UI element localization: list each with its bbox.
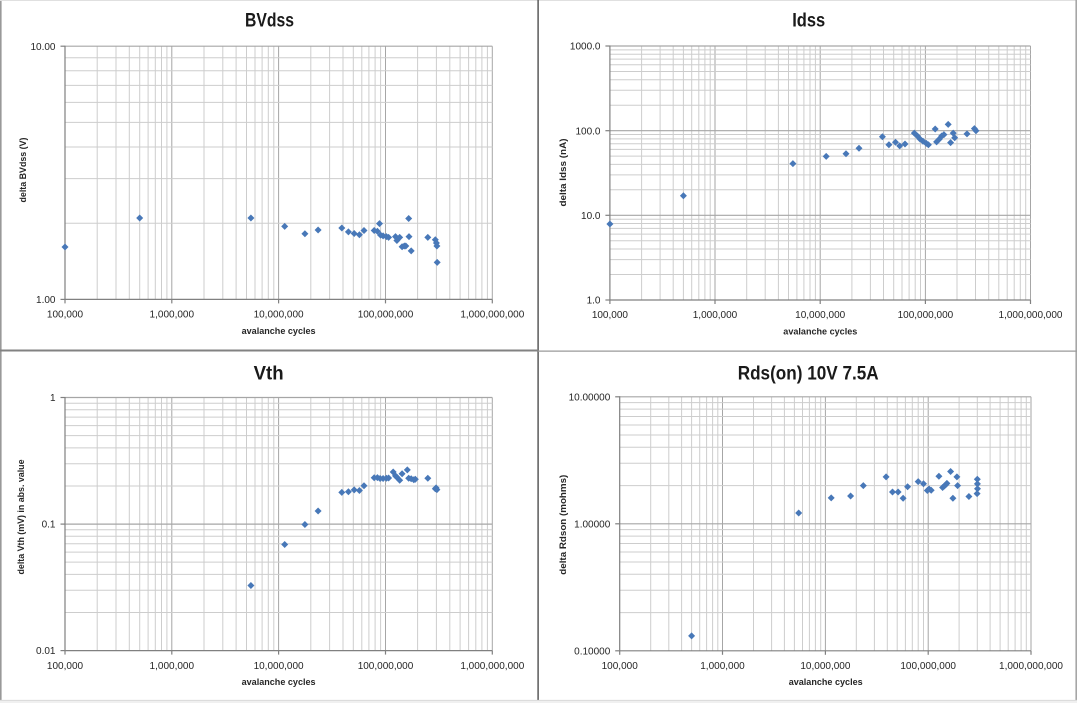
svg-text:100,000: 100,000 [47, 310, 84, 321]
svg-text:avalanche cycles: avalanche cycles [242, 326, 316, 337]
svg-text:1: 1 [50, 393, 56, 404]
svg-text:delta Rdson (mohms): delta Rdson (mohms) [558, 475, 569, 575]
svg-text:1,000,000: 1,000,000 [693, 310, 738, 321]
svg-text:avalanche cycles: avalanche cycles [789, 677, 863, 688]
svg-text:Idss: Idss [792, 11, 825, 32]
svg-text:0.10000: 0.10000 [574, 646, 611, 657]
svg-text:Vth: Vth [254, 364, 284, 385]
svg-text:avalanche cycles: avalanche cycles [783, 327, 857, 338]
svg-text:1,000,000: 1,000,000 [150, 661, 195, 672]
svg-text:100,000,000: 100,000,000 [358, 310, 414, 321]
svg-text:100,000,000: 100,000,000 [900, 661, 956, 672]
svg-text:10.00000: 10.00000 [569, 392, 611, 403]
svg-text:1,000,000,000: 1,000,000,000 [460, 661, 524, 672]
svg-text:100,000,000: 100,000,000 [898, 310, 954, 321]
svg-text:1,000,000: 1,000,000 [700, 661, 745, 672]
svg-text:1,000,000,000: 1,000,000,000 [999, 310, 1063, 321]
svg-text:1,000,000: 1,000,000 [150, 310, 195, 321]
svg-text:1,000,000,000: 1,000,000,000 [999, 661, 1063, 672]
svg-text:avalanche cycles: avalanche cycles [242, 677, 316, 688]
svg-text:delta BVdss (V): delta BVdss (V) [18, 138, 29, 203]
svg-text:1.0: 1.0 [587, 296, 601, 307]
svg-text:100,000,000: 100,000,000 [358, 661, 414, 672]
svg-text:0.01: 0.01 [36, 646, 56, 657]
svg-text:BVdss: BVdss [245, 11, 294, 32]
svg-text:100,000: 100,000 [602, 661, 639, 672]
svg-text:100.0: 100.0 [575, 126, 600, 137]
svg-text:10,000,000: 10,000,000 [795, 310, 845, 321]
svg-text:1.00000: 1.00000 [574, 519, 611, 530]
svg-text:delta Idss (nA): delta Idss (nA) [558, 139, 569, 207]
svg-text:10,000,000: 10,000,000 [800, 661, 850, 672]
svg-text:1.00: 1.00 [36, 295, 56, 306]
svg-text:100,000: 100,000 [592, 310, 629, 321]
svg-text:10.00: 10.00 [30, 42, 55, 53]
svg-text:delta Vth (mV) in abs. value: delta Vth (mV) in abs. value [16, 460, 27, 575]
svg-text:Rds(on) 10V 7.5A: Rds(on) 10V 7.5A [738, 364, 879, 385]
svg-text:10,000,000: 10,000,000 [254, 310, 304, 321]
svg-text:100,000: 100,000 [47, 661, 84, 672]
svg-text:10,000,000: 10,000,000 [254, 661, 304, 672]
svg-text:10.0: 10.0 [581, 211, 601, 222]
svg-text:1000.0: 1000.0 [570, 42, 601, 53]
svg-text:1,000,000,000: 1,000,000,000 [460, 310, 524, 321]
svg-text:0.1: 0.1 [42, 520, 56, 531]
